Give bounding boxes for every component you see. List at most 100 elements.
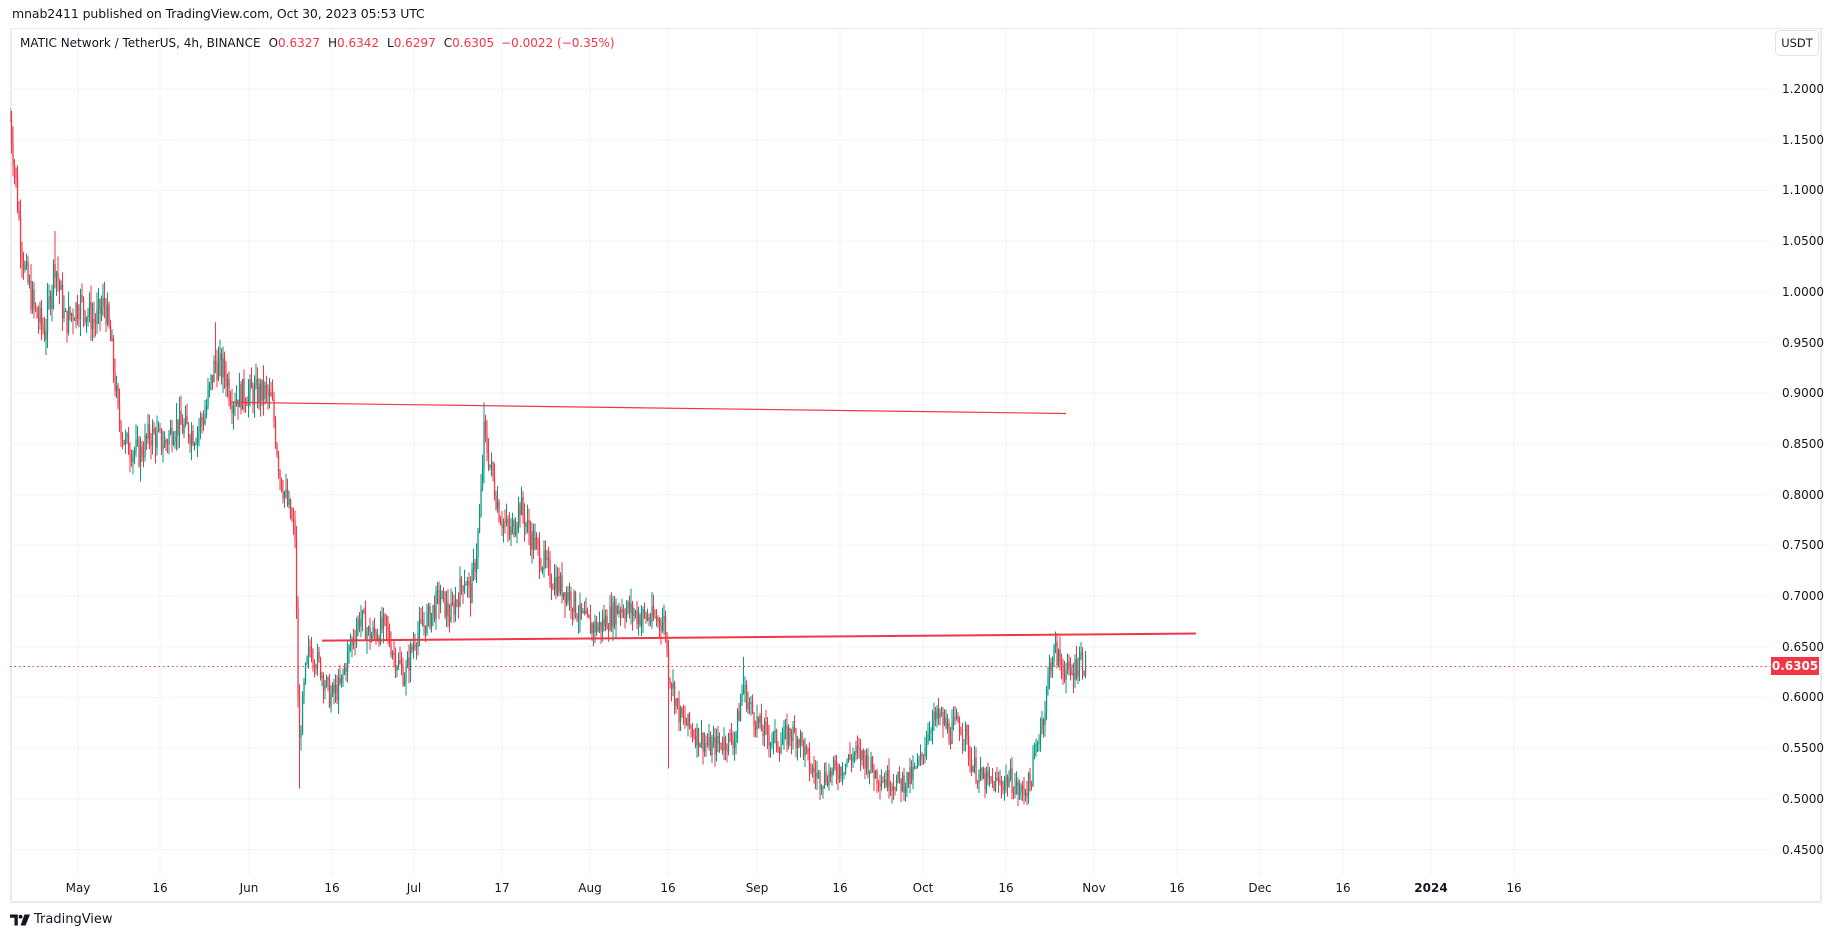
candle-body — [34, 304, 37, 309]
candle-body — [901, 775, 904, 791]
candle-body — [922, 755, 925, 757]
candle-body — [328, 679, 331, 707]
candle-body — [601, 619, 604, 632]
candle-body — [243, 378, 245, 402]
candle-body — [490, 462, 493, 465]
candle-body — [981, 768, 983, 779]
candle-body — [222, 358, 224, 378]
candle-body — [493, 476, 496, 497]
candle-body — [627, 602, 629, 610]
candle-body — [772, 733, 775, 743]
candle-body — [237, 399, 239, 408]
candle-body — [904, 787, 907, 793]
candle-body — [915, 766, 917, 768]
candle-body — [192, 431, 194, 445]
candle-body — [735, 732, 737, 742]
candle-body — [808, 752, 811, 772]
candle-body — [568, 591, 571, 601]
candle-body — [166, 442, 169, 445]
candle-body — [562, 592, 565, 598]
candle-body — [241, 378, 244, 410]
candle-body — [180, 411, 182, 425]
candle-body — [616, 606, 619, 614]
currency-button[interactable]: USDT — [1775, 30, 1819, 56]
price-tick-label: 0.7000 — [1782, 589, 1824, 603]
candle-body — [753, 713, 755, 726]
time-tick-label: 16 — [152, 881, 168, 895]
candle-body — [567, 591, 569, 601]
candle-body — [339, 678, 341, 683]
price-tick-label: 0.5500 — [1782, 741, 1824, 756]
price-tick-label: 1.0000 — [1782, 284, 1824, 299]
candle-body — [1033, 752, 1036, 756]
candle-body — [151, 428, 154, 446]
candle-body — [1030, 783, 1033, 786]
candle-body — [30, 280, 32, 310]
candle-body — [301, 694, 304, 735]
tradingview-branding[interactable]: TradingView — [10, 912, 113, 927]
candle-body — [1003, 782, 1006, 791]
candle-body — [351, 638, 353, 646]
price-tick-label: 0.7500 — [1782, 538, 1824, 553]
candle-body — [171, 427, 173, 445]
candle-body — [361, 610, 364, 620]
candle-body — [216, 363, 218, 380]
candle-body — [303, 681, 305, 695]
candle-body — [751, 702, 754, 714]
candle-body — [912, 767, 914, 780]
candle-body — [679, 707, 682, 723]
candle-body — [769, 743, 772, 746]
candle-body — [174, 435, 176, 442]
candle-body — [123, 440, 125, 445]
candle-body — [457, 600, 460, 607]
candle-body — [78, 317, 80, 320]
symbol-title[interactable]: MATIC Network / TetherUS, 4h, BINANCE — [20, 36, 261, 50]
candle-body — [459, 578, 461, 607]
candle-body — [778, 749, 781, 754]
candle-body — [898, 771, 901, 779]
candle-body — [888, 769, 890, 791]
candle-body — [796, 739, 799, 748]
candle-body — [333, 684, 335, 694]
candlestick-chart[interactable] — [10, 29, 1822, 904]
time-tick-label: 16 — [1169, 881, 1185, 895]
candle-body — [949, 740, 952, 744]
candle-body — [820, 788, 823, 790]
candle-body — [613, 601, 616, 625]
candle-body — [376, 637, 379, 640]
candle-body — [841, 773, 844, 777]
candle-body — [972, 766, 974, 773]
candle-body — [586, 610, 589, 616]
candle-body — [903, 775, 905, 793]
candle-body — [249, 379, 251, 392]
candle-body — [267, 389, 269, 396]
candle-body — [270, 392, 272, 397]
lower-resistance-trendline[interactable] — [321, 632, 1197, 642]
candle-body — [454, 600, 457, 615]
candle-body — [787, 728, 790, 745]
candle-body — [742, 689, 745, 694]
candle-body — [258, 384, 260, 404]
candle-body — [999, 781, 1001, 783]
candle-body — [298, 697, 301, 738]
candle-body — [759, 715, 761, 724]
candle-body — [529, 532, 532, 550]
candle-body — [790, 737, 793, 741]
candle-body — [357, 619, 359, 630]
candle-body — [388, 630, 391, 644]
upper-resistance-trendline[interactable] — [231, 401, 1067, 415]
candle-body — [478, 515, 481, 532]
candle-body — [114, 371, 116, 392]
time-tick-label: 17 — [494, 881, 510, 895]
candle-body — [1077, 670, 1079, 677]
candle-body — [202, 420, 205, 424]
candle-body — [528, 519, 530, 533]
candle-body — [606, 615, 608, 630]
candle-body — [631, 603, 634, 617]
candle-body — [864, 756, 866, 769]
candle-body — [771, 742, 773, 744]
candle-body — [883, 779, 886, 783]
candle-body — [1020, 785, 1022, 793]
candle-body — [907, 772, 910, 785]
candle-body — [12, 143, 14, 165]
